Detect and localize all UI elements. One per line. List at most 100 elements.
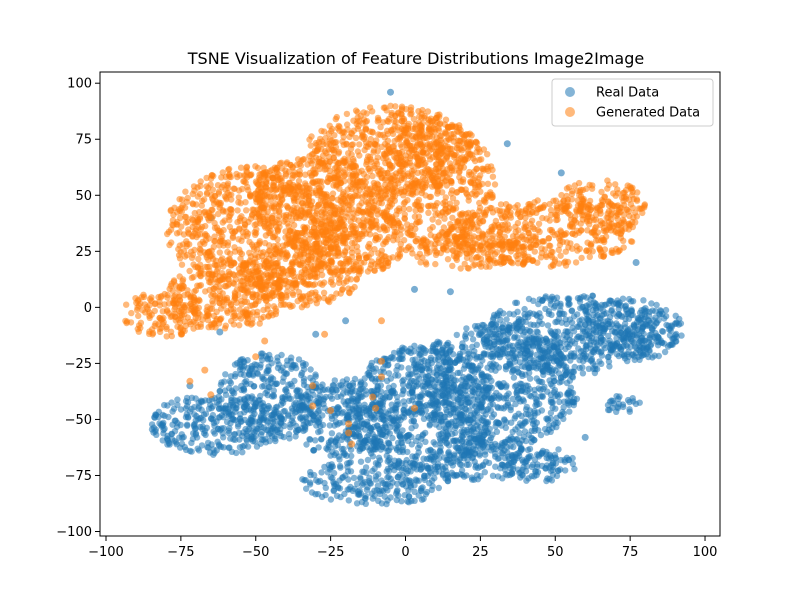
scatter-point — [577, 305, 584, 312]
scatter-point — [410, 382, 418, 390]
scatter-point — [458, 343, 466, 351]
scatter-point — [394, 474, 402, 481]
scatter-point — [260, 424, 268, 431]
scatter-point — [224, 248, 231, 256]
scatter-point — [381, 493, 388, 500]
scatter-point — [327, 496, 335, 503]
scatter-point — [203, 190, 211, 198]
scatter-point — [497, 316, 504, 323]
scatter-point — [286, 179, 294, 187]
scatter-point — [356, 202, 363, 209]
scatter-point — [485, 395, 492, 402]
scatter-point — [342, 317, 350, 325]
scatter-point — [198, 406, 205, 414]
scatter-point — [236, 444, 244, 451]
scatter-point — [388, 401, 395, 408]
scatter-point — [465, 349, 473, 356]
scatter-point — [565, 456, 572, 464]
scatter-point — [269, 171, 276, 179]
scatter-point — [300, 362, 307, 369]
scatter-point — [419, 106, 426, 114]
scatter-point — [418, 367, 425, 374]
scatter-point — [532, 395, 539, 402]
scatter-point — [362, 439, 370, 446]
scatter-point — [544, 352, 552, 360]
scatter-point — [284, 357, 291, 364]
scatter-point — [420, 455, 427, 462]
scatter-point — [422, 347, 429, 354]
scatter-point — [379, 424, 386, 432]
scatter-point — [164, 432, 171, 440]
scatter-point — [295, 356, 303, 363]
scatter-point — [226, 217, 233, 224]
scatter-point — [487, 401, 494, 409]
scatter-point — [495, 364, 503, 371]
scatter-point — [252, 163, 259, 170]
scatter-point — [638, 352, 645, 360]
scatter-point — [599, 324, 606, 332]
scatter-point — [613, 335, 620, 342]
scatter-point — [579, 370, 587, 377]
scatter-point — [553, 294, 561, 301]
scatter-point — [615, 306, 622, 313]
scatter-point — [184, 413, 192, 421]
scatter-point — [426, 421, 434, 428]
scatter-point — [182, 188, 189, 195]
scatter-point — [259, 383, 266, 390]
scatter-point — [426, 402, 433, 409]
scatter-point — [473, 407, 480, 414]
scatter-point — [319, 381, 326, 388]
scatter-point — [309, 157, 316, 164]
scatter-point — [477, 473, 484, 480]
scatter-point — [526, 392, 533, 399]
scatter-point — [534, 329, 541, 336]
scatter-point — [542, 305, 549, 313]
scatter-point — [434, 463, 441, 470]
scatter-point — [626, 408, 633, 415]
scatter-point — [523, 326, 530, 334]
scatter-point — [284, 203, 291, 211]
scatter-point — [640, 306, 648, 313]
scatter-point — [552, 460, 560, 467]
scatter-point — [436, 111, 443, 118]
scatter-point — [310, 391, 317, 399]
scatter-point — [510, 311, 517, 318]
scatter-point — [643, 345, 650, 352]
scatter-point — [360, 135, 368, 143]
scatter-point — [444, 341, 451, 349]
scatter-point — [203, 424, 210, 431]
scatter-point — [380, 416, 387, 423]
scatter-point — [407, 479, 414, 487]
scatter-point — [405, 487, 412, 494]
scatter-point — [581, 328, 588, 335]
scatter-point — [454, 390, 462, 397]
scatter-point — [400, 387, 407, 394]
scatter-point — [283, 160, 290, 167]
scatter-point — [516, 429, 523, 437]
scatter-point — [571, 340, 579, 347]
scatter-point — [530, 310, 537, 317]
scatter-point — [514, 466, 522, 473]
scatter-point — [357, 458, 365, 465]
scatter-point — [278, 191, 285, 199]
scatter-point — [452, 377, 460, 384]
scatter-point — [417, 393, 424, 401]
scatter-point — [606, 313, 614, 321]
scatter-point — [501, 349, 509, 356]
scatter-point — [431, 403, 439, 410]
scatter-point — [321, 198, 329, 206]
scatter-point — [335, 432, 343, 439]
scatter-point — [520, 398, 527, 405]
scatter-point — [443, 408, 451, 416]
scatter-point — [528, 463, 536, 471]
scatter-point — [502, 424, 509, 431]
scatter-point — [156, 420, 163, 427]
scatter-point — [417, 358, 425, 366]
scatter-point — [477, 401, 485, 409]
scatter-point — [202, 397, 209, 404]
scatter-point — [253, 443, 261, 450]
scatter-point — [571, 363, 578, 371]
scatter-point — [264, 405, 271, 413]
scatter-point — [536, 400, 543, 408]
scatter-point — [197, 241, 204, 248]
